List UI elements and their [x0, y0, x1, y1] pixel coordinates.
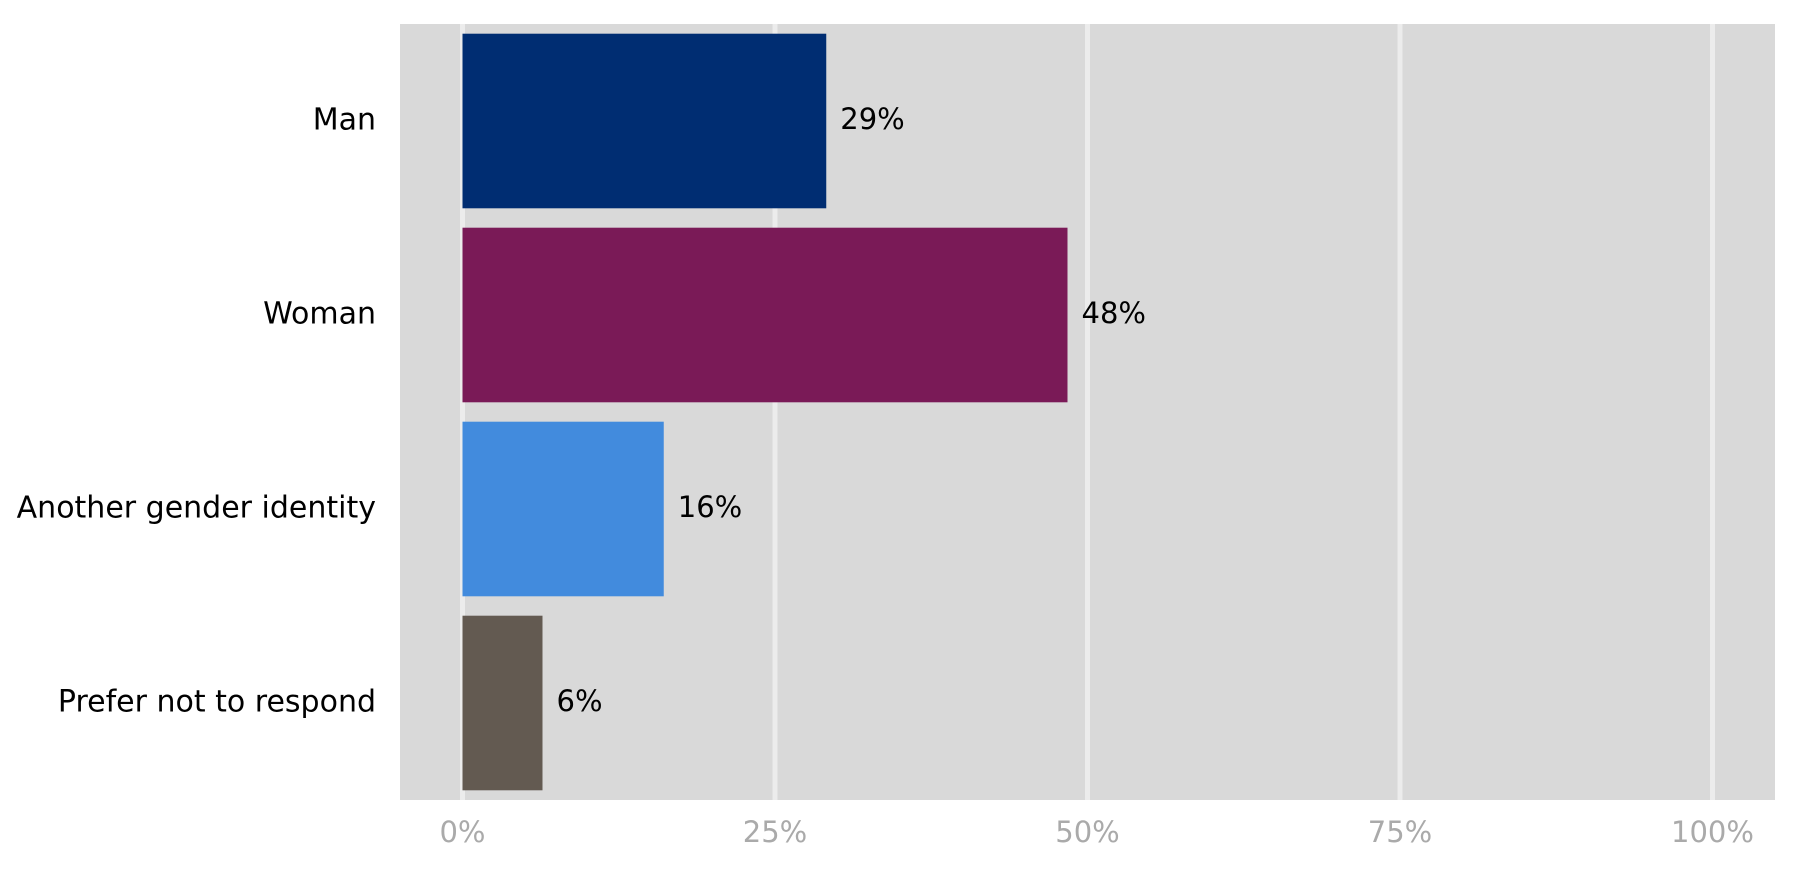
bar [462, 227, 1068, 403]
data-label: 29% [840, 102, 904, 136]
bar [462, 421, 664, 597]
y-tick-label: Another gender identity [17, 491, 376, 526]
y-tick-label: Prefer not to respond [58, 685, 376, 720]
x-tick-label: 25% [743, 815, 807, 849]
bar [462, 33, 827, 209]
x-tick-label: 100% [1671, 815, 1754, 849]
x-tick-label: 0% [439, 815, 485, 849]
data-label: 48% [1082, 296, 1146, 330]
x-tick-label: 75% [1368, 815, 1432, 849]
y-tick-label: Woman [263, 297, 376, 332]
bar [462, 615, 543, 791]
y-tick-label: Man [313, 103, 376, 138]
data-label: 16% [678, 490, 742, 524]
data-label: 6% [557, 684, 603, 718]
x-tick-label: 50% [1055, 815, 1119, 849]
